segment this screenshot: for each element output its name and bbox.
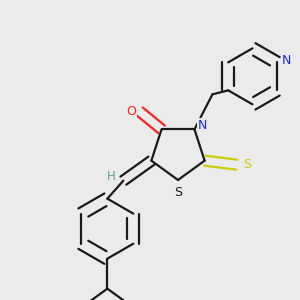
Text: O: O xyxy=(127,105,136,118)
Text: S: S xyxy=(243,158,250,171)
Text: H: H xyxy=(107,170,116,183)
Text: N: N xyxy=(282,54,291,67)
Text: S: S xyxy=(174,185,182,199)
Text: N: N xyxy=(198,119,207,132)
